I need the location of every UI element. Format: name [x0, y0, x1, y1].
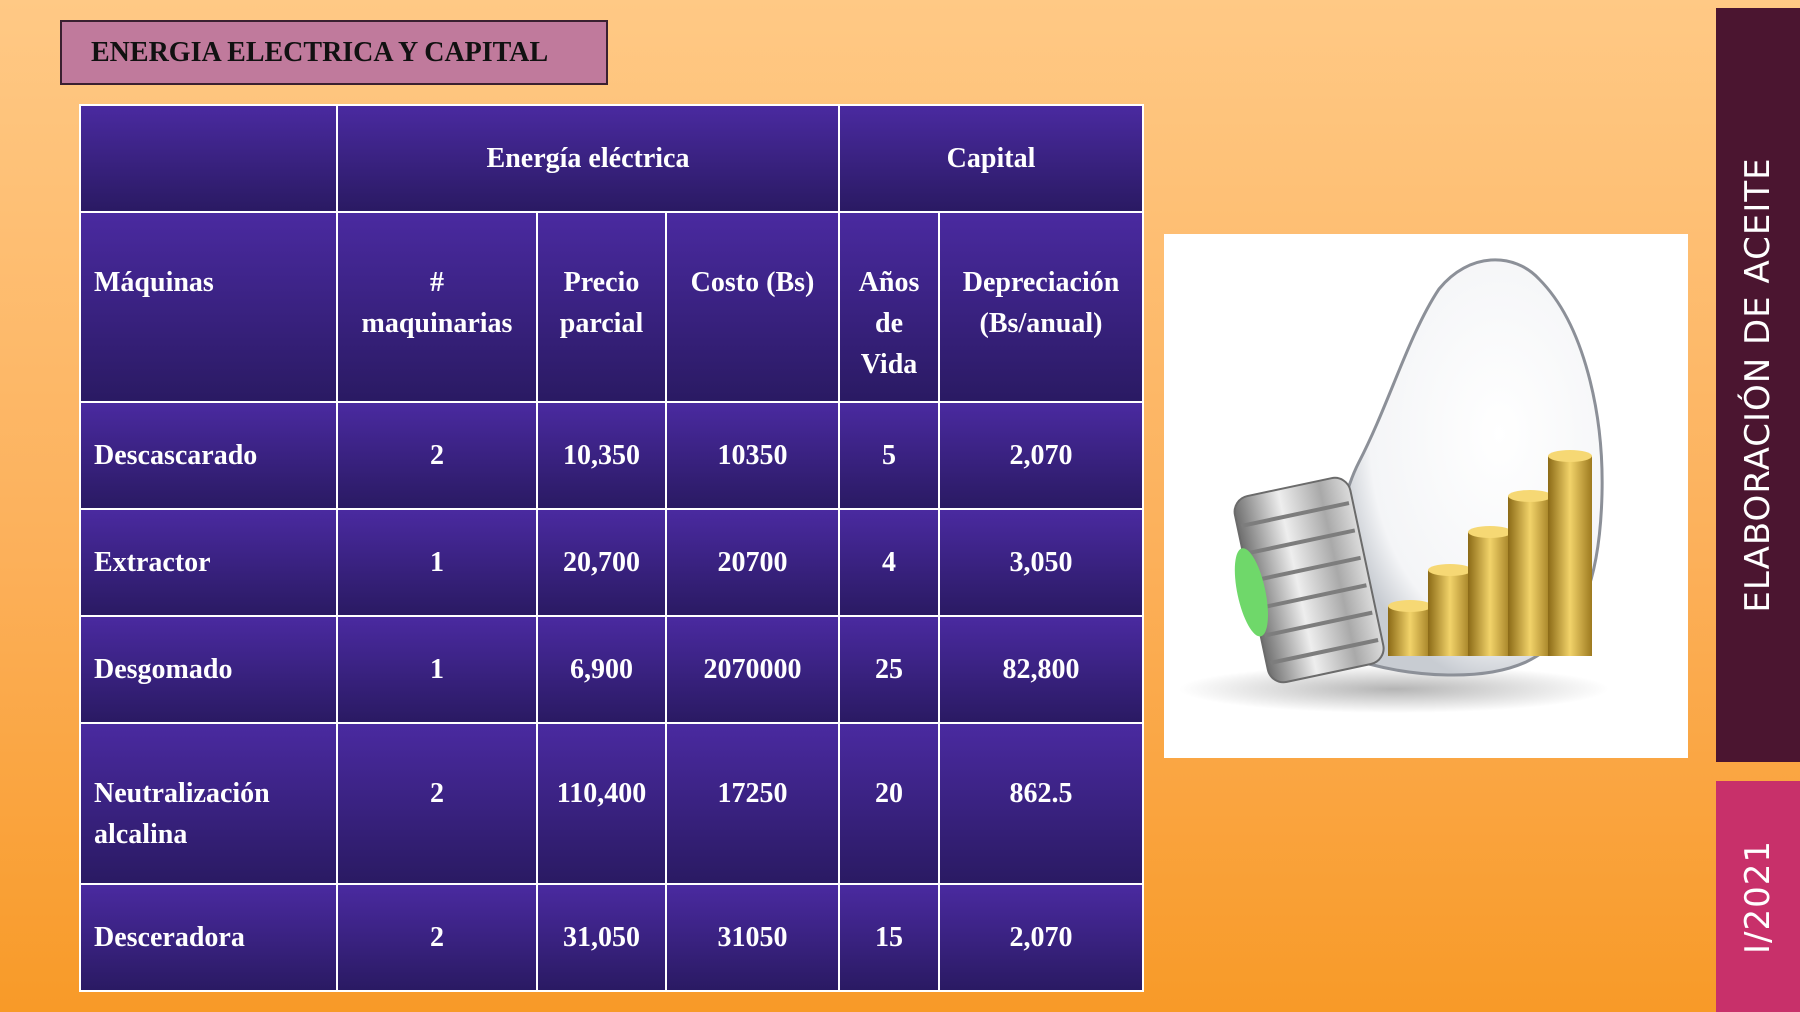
cell-machine: Extractor	[79, 508, 338, 617]
cell-partial-price: 110,400	[536, 722, 667, 885]
table-row: Desceradora 2 31,050 31050 15 2,070	[79, 883, 1145, 992]
table-row: Neutralización alcalina 2 110,400 17250 …	[79, 722, 1145, 885]
cell-lifetime: 4	[838, 508, 941, 617]
cell-partial-price: 31,050	[536, 883, 667, 992]
cell-depreciation: 862.5	[938, 722, 1145, 885]
cell-cost: 10350	[664, 401, 841, 510]
cell-machine: Desceradora	[79, 883, 338, 992]
page-title: ENERGIA ELECTRICA Y CAPITAL	[60, 20, 608, 85]
cell-depreciation: 2,070	[938, 883, 1145, 992]
cell-machine: Desgomado	[79, 615, 338, 724]
machinery-table: Energía eléctrica Capital Máquinas # maqu…	[79, 104, 1145, 992]
table-row: Extractor 1 20,700 20700 4 3,050	[79, 508, 1145, 617]
cell-cost: 2070000	[664, 615, 841, 724]
sidebar-section-label: ELABORACIÓN DE ACEITE	[1738, 157, 1778, 613]
column-header-cost: Costo (Bs)	[664, 211, 841, 403]
cell-cost: 31050	[664, 883, 841, 992]
cell-count: 1	[336, 508, 538, 617]
table-column-header-row: Máquinas # maquinarias Precio parcial Cost…	[79, 211, 1145, 403]
cell-count: 1	[336, 615, 538, 724]
cell-partial-price: 10,350	[536, 401, 667, 510]
cell-partial-price: 20,700	[536, 508, 667, 617]
cell-lifetime: 25	[838, 615, 941, 724]
cell-count: 2	[336, 883, 538, 992]
column-header-partial-price: Precio parcial	[536, 211, 667, 403]
cell-depreciation: 3,050	[938, 508, 1145, 617]
cell-cost: 17250	[664, 722, 841, 885]
column-header-machines: Máquinas	[79, 211, 338, 403]
page-title-text: ENERGIA ELECTRICA Y CAPITAL	[91, 36, 549, 68]
table-row: Desgomado 1 6,900 2070000 25 82,800	[79, 615, 1145, 724]
cell-count: 2	[336, 722, 538, 885]
group-header-capital: Capital	[838, 104, 1145, 213]
table-group-header-row: Energía eléctrica Capital	[79, 104, 1145, 213]
cell-depreciation: 2,070	[938, 401, 1145, 510]
lightbulb-coins-icon	[1179, 258, 1609, 713]
cell-machine: Descascarado	[79, 401, 338, 510]
group-header-empty	[79, 104, 338, 213]
cell-depreciation: 82,800	[938, 615, 1145, 724]
column-header-lifetime: Años de Vida	[838, 211, 941, 403]
cell-lifetime: 20	[838, 722, 941, 885]
cell-cost: 20700	[664, 508, 841, 617]
cell-lifetime: 5	[838, 401, 941, 510]
table-row: Descascarado 2 10,350 10350 5 2,070	[79, 401, 1145, 510]
cell-partial-price: 6,900	[536, 615, 667, 724]
sidebar-section-bar: ELABORACIÓN DE ACEITE	[1716, 8, 1800, 762]
column-header-count: # maquinarias	[336, 211, 538, 403]
sidebar-period-bar: I/2021	[1716, 781, 1800, 1012]
cell-machine: Neutralización alcalina	[79, 722, 338, 885]
image-panel	[1164, 234, 1688, 758]
cell-lifetime: 15	[838, 883, 941, 992]
sidebar-period-label: I/2021	[1738, 839, 1778, 954]
group-header-energy: Energía eléctrica	[335, 104, 841, 213]
cell-count: 2	[336, 401, 538, 510]
column-header-depreciation: Depreciación (Bs/anual)	[938, 211, 1145, 403]
